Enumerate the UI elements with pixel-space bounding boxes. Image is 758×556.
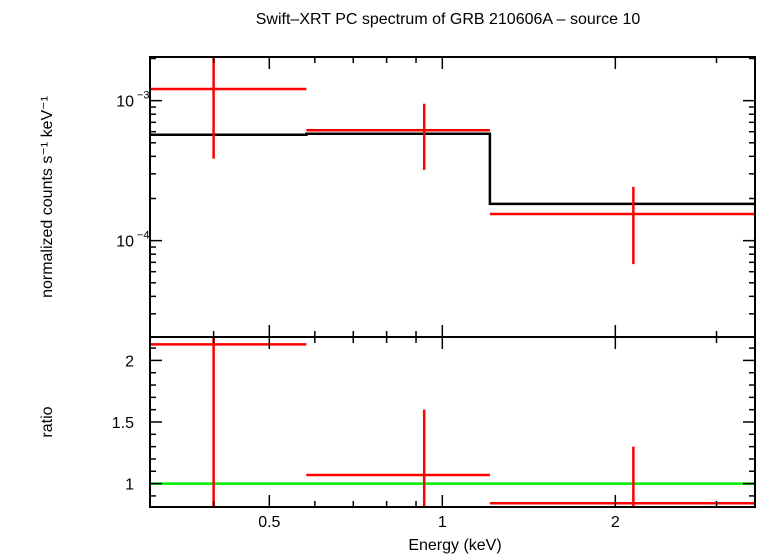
- bottom-panel: 1 1.5 2 ratio: [39, 325, 756, 508]
- data-point: [150, 57, 307, 159]
- y-tick-label: 1.5: [112, 415, 134, 432]
- ratio-point: [489, 446, 755, 507]
- y-tick-label: 1: [125, 477, 134, 494]
- ratio-point: [150, 337, 307, 507]
- top-panel-frame: [149, 56, 756, 338]
- chart-title: Swift–XRT PC spectrum of GRB 210606A – s…: [256, 11, 641, 28]
- top-panel: 10−310−4 normalized counts s⁻¹ keV⁻¹: [39, 56, 756, 338]
- x-tick-label: 2: [611, 514, 620, 531]
- y-tick-label: 2: [125, 353, 134, 370]
- top-ylabel: normalized counts s⁻¹ keV⁻¹: [39, 96, 56, 298]
- x-tick-labels: 0.5 1 2: [258, 514, 620, 531]
- y-tick-label: 10: [116, 94, 134, 111]
- ratio-point: [306, 409, 490, 507]
- y-tick-exponent: −3: [137, 90, 150, 102]
- data-point: [489, 186, 755, 265]
- bottom-ylabel: ratio: [39, 406, 56, 437]
- bottom-panel-frame: [149, 336, 756, 508]
- x-tick-label: 0.5: [258, 514, 280, 531]
- x-axis-label: Energy (keV): [408, 537, 501, 554]
- y-tick-exponent: −4: [137, 230, 150, 242]
- data-point: [306, 103, 490, 170]
- y-tick-label: 10: [116, 234, 134, 251]
- model-step-line: [150, 132, 755, 206]
- x-tick-label: 1: [438, 514, 447, 531]
